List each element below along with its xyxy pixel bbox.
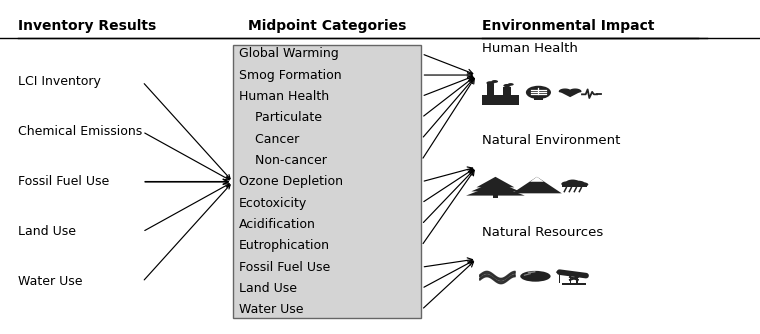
- Text: Particulate: Particulate: [239, 111, 322, 124]
- Text: Fossil Fuel Use: Fossil Fuel Use: [18, 175, 109, 188]
- Circle shape: [492, 80, 498, 83]
- Circle shape: [503, 84, 511, 87]
- Polygon shape: [512, 177, 562, 193]
- Text: Land Use: Land Use: [239, 282, 297, 295]
- Text: Water Use: Water Use: [18, 276, 82, 289]
- Text: Cancer: Cancer: [239, 133, 299, 146]
- Bar: [503, 87, 511, 95]
- Bar: [493, 195, 498, 198]
- Ellipse shape: [556, 271, 563, 273]
- Text: Ozone Depletion: Ozone Depletion: [239, 175, 343, 188]
- Text: Natural Resources: Natural Resources: [482, 226, 603, 239]
- Polygon shape: [466, 184, 524, 196]
- Text: Ecotoxicity: Ecotoxicity: [239, 197, 307, 210]
- Ellipse shape: [526, 86, 551, 99]
- Bar: [562, 184, 587, 187]
- Circle shape: [572, 181, 584, 186]
- Polygon shape: [471, 181, 520, 191]
- Polygon shape: [477, 177, 515, 187]
- Ellipse shape: [521, 271, 550, 282]
- Circle shape: [486, 81, 494, 85]
- Bar: [570, 274, 572, 283]
- Text: Midpoint Categories: Midpoint Categories: [248, 19, 407, 33]
- Text: Water Use: Water Use: [239, 303, 303, 316]
- Circle shape: [566, 180, 579, 185]
- Bar: [559, 272, 560, 283]
- Text: Human Health: Human Health: [482, 42, 578, 55]
- Text: Acidification: Acidification: [239, 218, 316, 231]
- Text: Non-cancer: Non-cancer: [239, 154, 327, 167]
- Polygon shape: [559, 92, 581, 97]
- Text: LCI Inventory: LCI Inventory: [18, 75, 101, 88]
- Bar: [486, 84, 494, 95]
- Bar: [483, 95, 519, 106]
- Polygon shape: [569, 89, 581, 92]
- Text: Natural Environment: Natural Environment: [482, 134, 620, 147]
- Bar: [233, 45, 422, 318]
- Text: Environmental Impact: Environmental Impact: [482, 19, 654, 33]
- Text: Smog Formation: Smog Formation: [239, 68, 341, 81]
- Circle shape: [562, 181, 573, 186]
- Polygon shape: [559, 89, 571, 92]
- Text: Global Warming: Global Warming: [239, 47, 339, 60]
- Circle shape: [508, 83, 514, 86]
- Circle shape: [578, 182, 588, 187]
- Text: Land Use: Land Use: [18, 225, 76, 238]
- Bar: [576, 274, 578, 283]
- Text: Fossil Fuel Use: Fossil Fuel Use: [239, 261, 330, 274]
- Text: Eutrophication: Eutrophication: [239, 239, 330, 252]
- Bar: [562, 283, 586, 285]
- Bar: [582, 274, 587, 276]
- Text: Chemical Emissions: Chemical Emissions: [18, 125, 142, 138]
- Text: Human Health: Human Health: [239, 90, 329, 103]
- Polygon shape: [530, 177, 544, 182]
- Bar: [534, 98, 543, 100]
- Text: Inventory Results: Inventory Results: [18, 19, 156, 33]
